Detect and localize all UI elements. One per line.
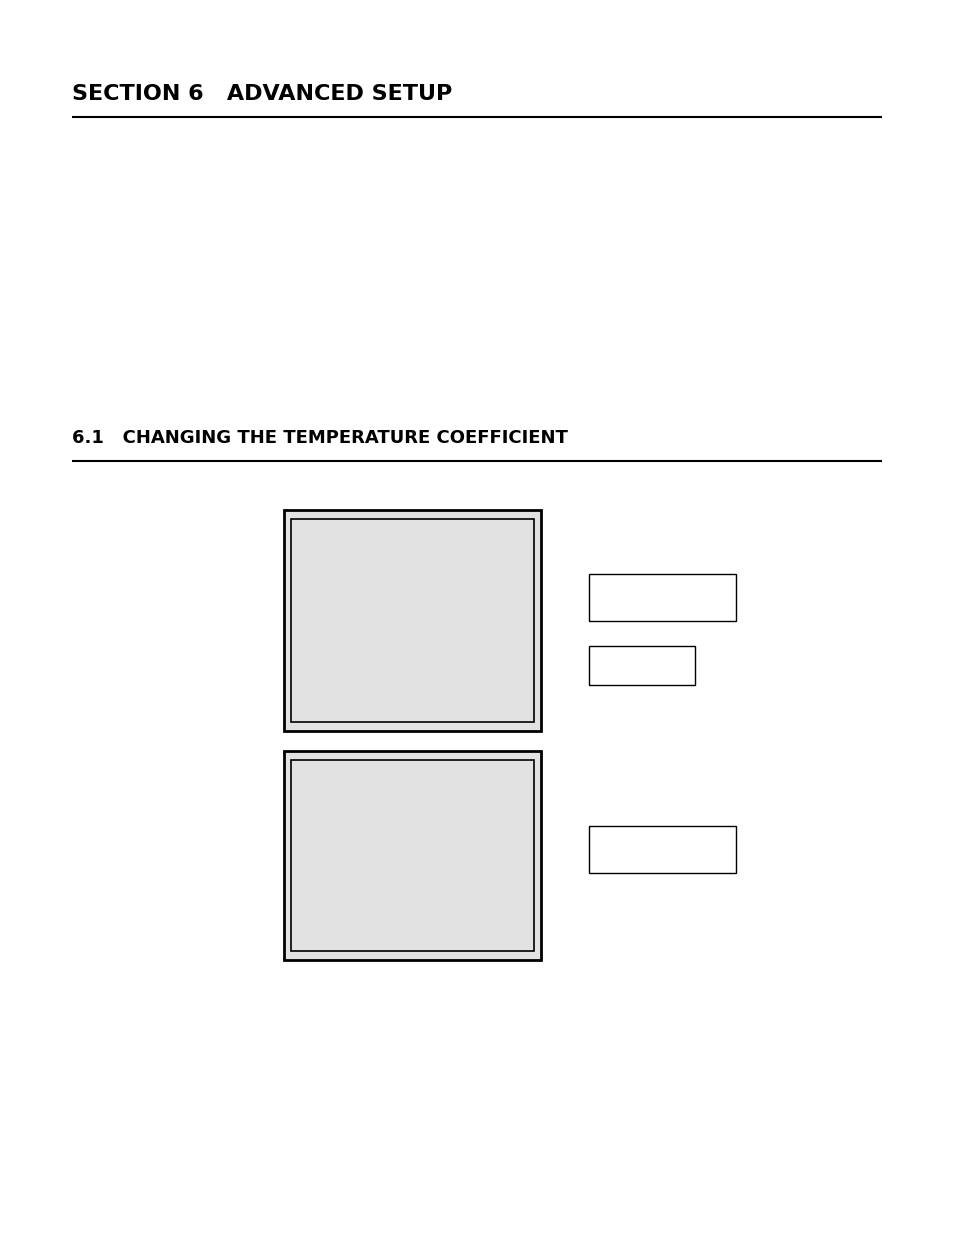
Bar (284, 510, 540, 731)
Bar (291, 760, 534, 951)
Bar (588, 646, 695, 685)
Bar (588, 574, 736, 621)
Bar (284, 751, 540, 960)
Bar (291, 519, 534, 722)
Text: SECTION 6   ADVANCED SETUP: SECTION 6 ADVANCED SETUP (71, 84, 452, 104)
Bar (588, 826, 736, 873)
Text: 6.1   CHANGING THE TEMPERATURE COEFFICIENT: 6.1 CHANGING THE TEMPERATURE COEFFICIENT (71, 429, 567, 447)
